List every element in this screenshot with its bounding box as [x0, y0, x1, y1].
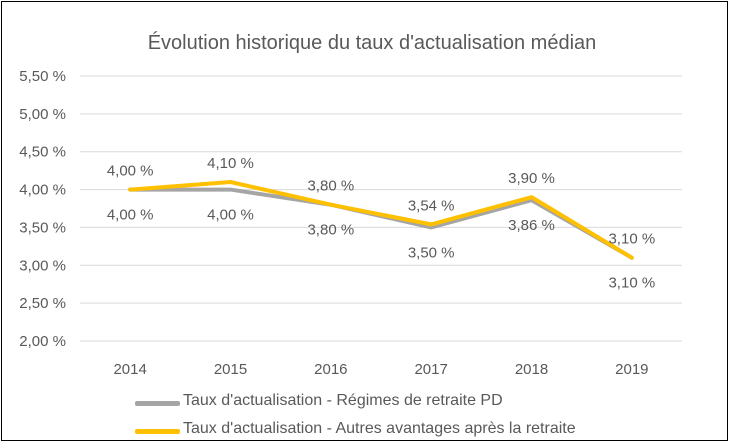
y-tick-label: 5,50 % [19, 68, 66, 85]
series-line-1 [128, 187, 634, 260]
chart-title: Évolution historique du taux d'actualisa… [147, 32, 597, 54]
x-tick-label: 2019 [615, 361, 648, 378]
chart-plot: 2,00 % 2,50 % 3,00 % 3,50 % 4,00 % 4,50 % 5,00… [19, 68, 682, 378]
series-line-2 [128, 180, 634, 260]
legend-swatch-series-2 [135, 429, 180, 434]
chart-frame: Évolution historique du taux d'actualisa… [1, 1, 728, 441]
x-tick-label: 2015 [214, 361, 247, 378]
data-label-series-1: 3,50 % [408, 244, 455, 261]
legend-label-series-1: Taux d'actualisation - Régimes de retrai… [183, 392, 503, 409]
y-tick-label: 3,00 % [19, 257, 66, 274]
data-label-series-1: 4,00 % [207, 207, 254, 224]
y-tick-label: 2,50 % [19, 295, 66, 312]
x-tick-label: 2017 [414, 361, 447, 378]
y-tick-label: 4,50 % [19, 144, 66, 161]
data-label-series-2: 3,54 % [408, 197, 455, 214]
data-label-series-2: 4,10 % [207, 155, 254, 172]
data-label-series-1: 3,86 % [508, 217, 555, 234]
y-tick-label: 2,00 % [19, 333, 66, 350]
legend-label-series-2: Taux d'actualisation - Autres avantages … [183, 420, 576, 437]
data-label-series-2: 4,00 % [107, 163, 154, 180]
data-label-series-1: 3,10 % [608, 275, 655, 292]
y-tick-label: 5,00 % [19, 106, 66, 123]
x-tick-label: 2014 [113, 361, 146, 378]
data-label-series-2: 3,80 % [307, 178, 354, 195]
data-label-series-2: 3,10 % [608, 231, 655, 248]
legend-swatch-series-1 [135, 401, 180, 406]
data-label-series-1: 3,80 % [307, 222, 354, 239]
x-tick-label: 2016 [314, 361, 347, 378]
data-label-series-2: 3,90 % [508, 170, 555, 187]
x-tick-label: 2018 [515, 361, 548, 378]
data-label-series-1: 4,00 % [107, 207, 154, 224]
y-tick-label: 4,00 % [19, 182, 66, 199]
y-tick-label: 3,50 % [19, 219, 66, 236]
